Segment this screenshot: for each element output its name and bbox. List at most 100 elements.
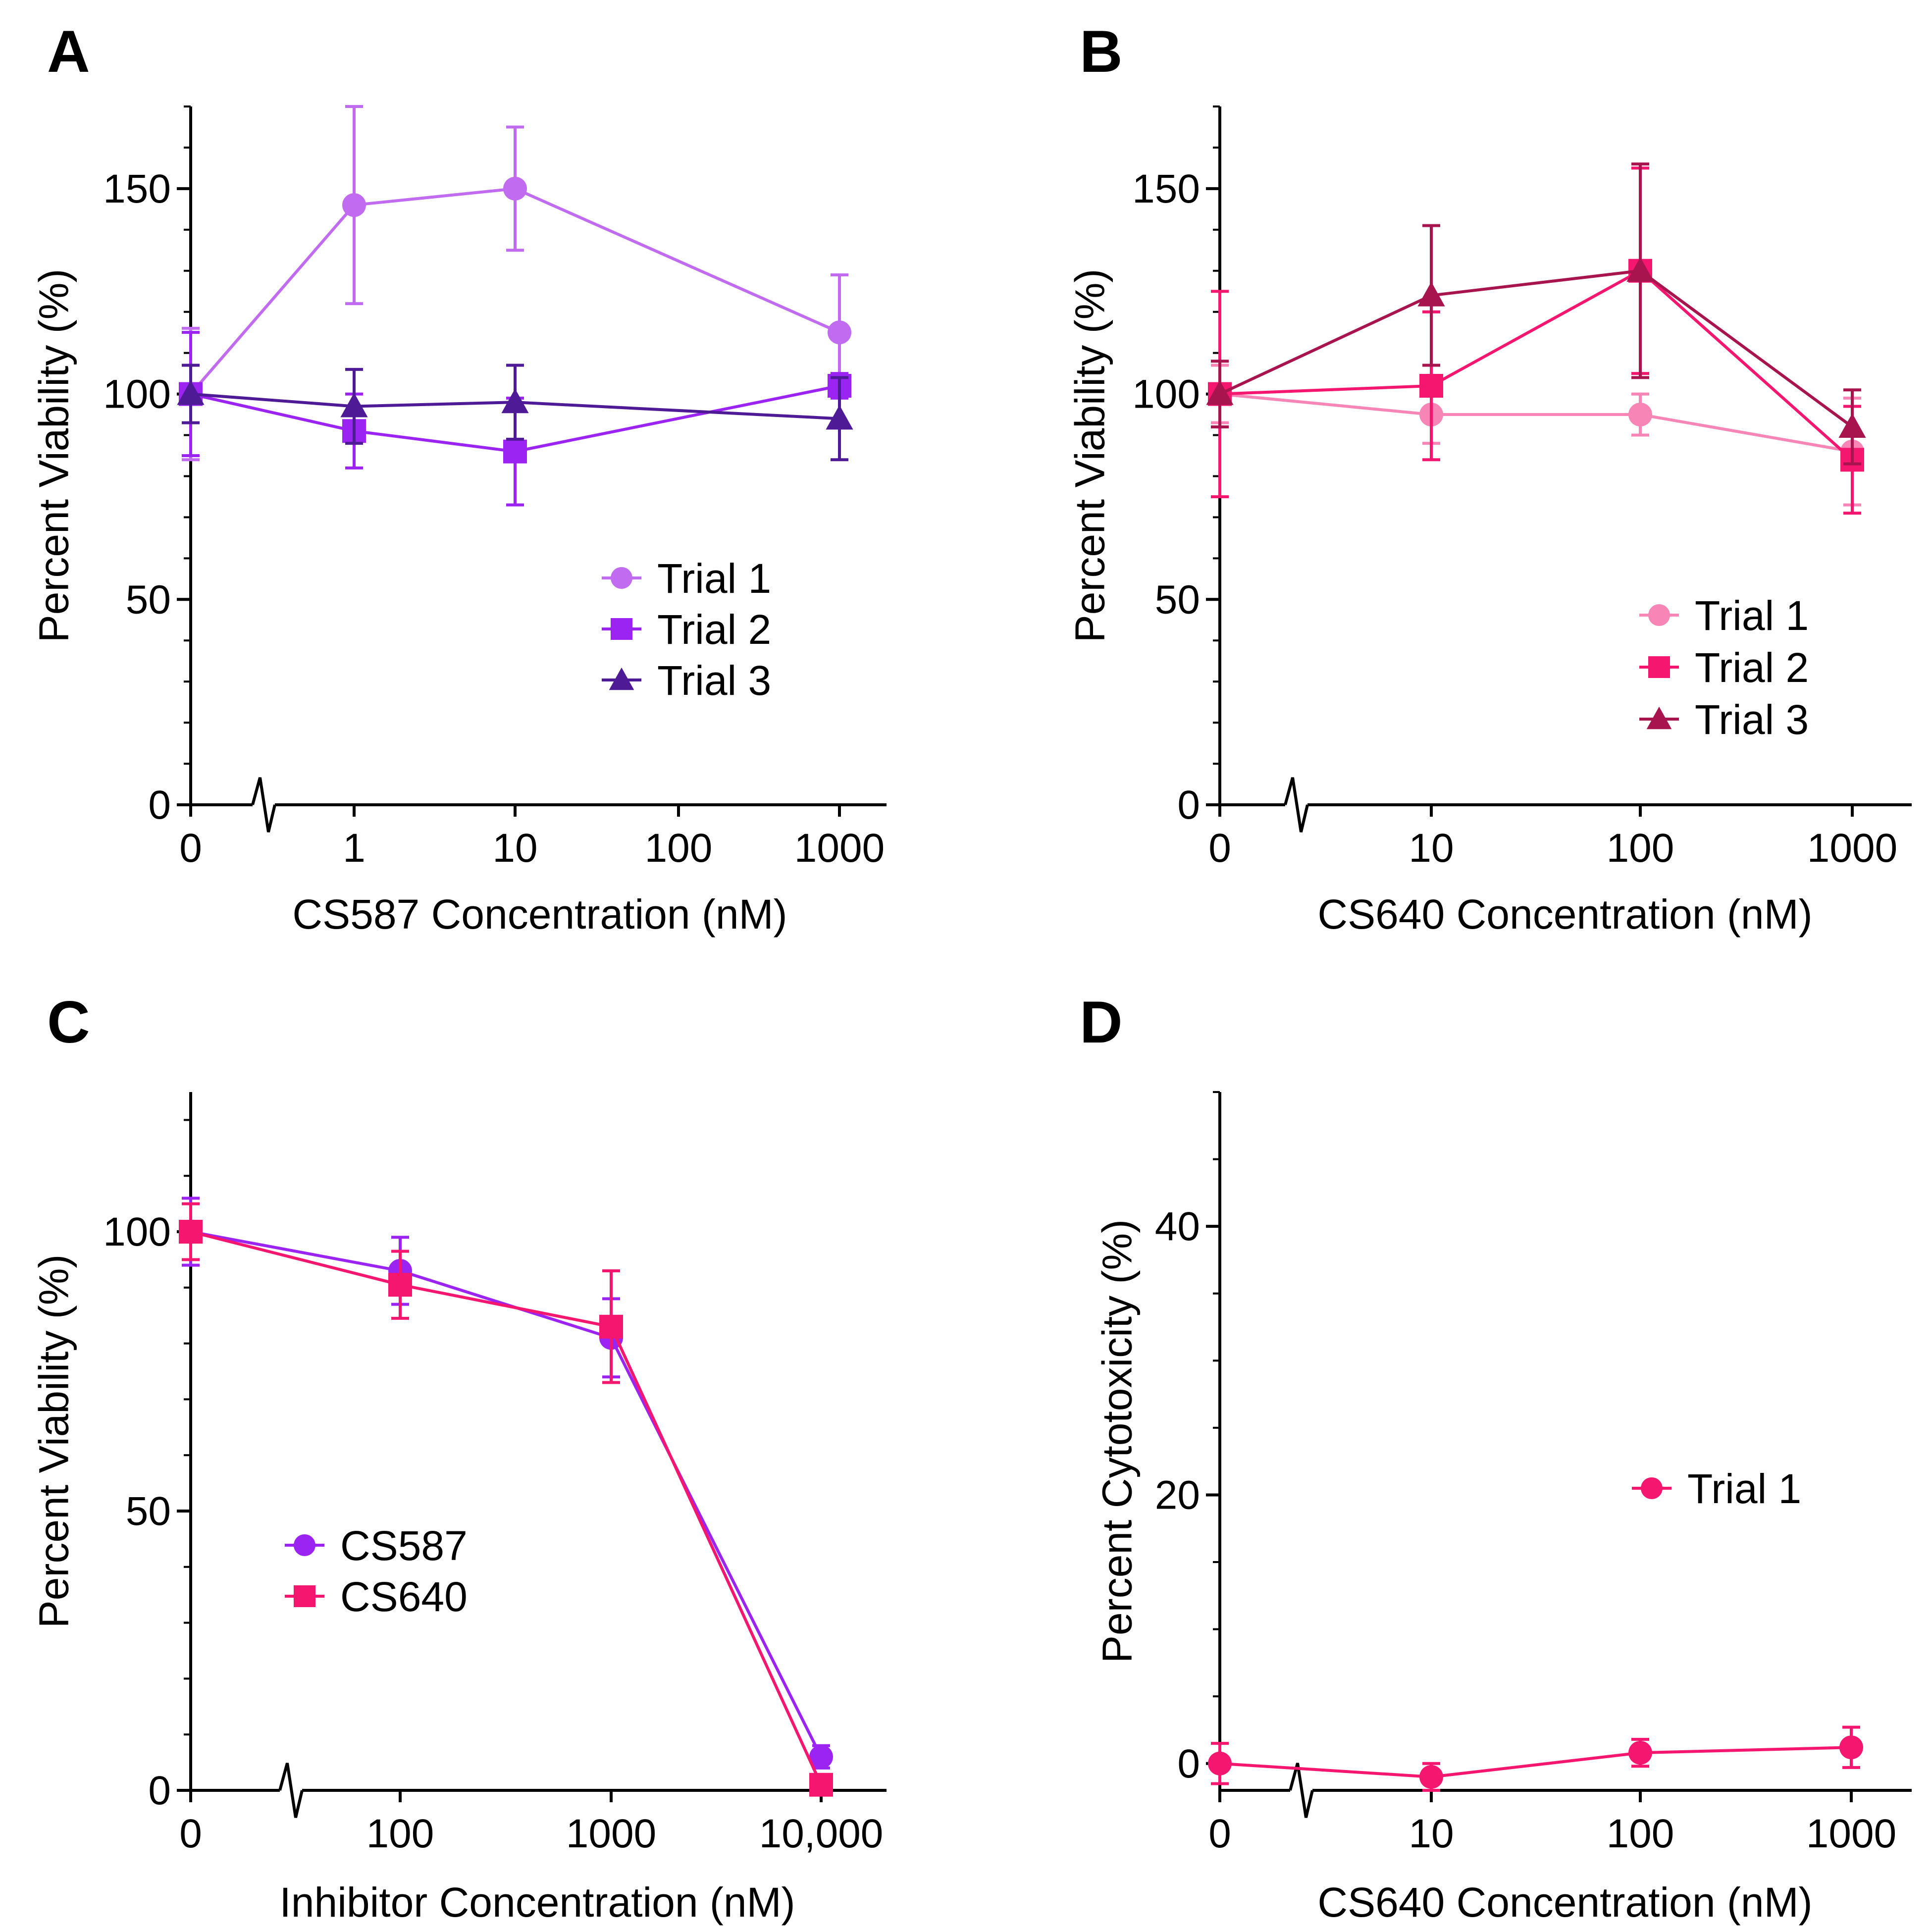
y-tick-label: 0 [1177,783,1200,828]
series-line [1219,392,1853,453]
y-tick-label: 20 [1155,1472,1200,1517]
data-point [1417,281,1445,307]
data-point [503,176,527,201]
legend-marker [609,667,634,690]
x-tick-label: 100 [645,826,713,871]
y-axis-label: Percent Viability (%) [30,269,77,643]
x-tick-label: 1000 [1807,826,1897,871]
series-line [189,187,840,395]
x-axis-label: CS587 Concentration (nM) [292,891,787,938]
x-tick-label: 0 [179,1811,202,1856]
data-point [828,320,851,345]
y-tick-label: 0 [148,783,171,828]
legend-label: Trial 3 [657,657,771,704]
legend-label: Trial 2 [1695,644,1809,691]
data-point [1626,257,1654,282]
y-axis-label: Percent Viability (%) [30,1254,77,1628]
legend-marker [294,1534,315,1556]
y-tick-label: 100 [103,1209,171,1254]
x-tick-label: 0 [1208,1811,1231,1856]
x-axis-label: Inhibitor Concentration (nM) [279,1879,795,1926]
y-tick-label: 150 [1132,166,1200,211]
legend-marker [1648,656,1670,678]
x-tick-label: 1000 [1806,1811,1896,1856]
panel-b: B 0 50 100 150 0 10 100 1000 CS640 Concentration… [1066,18,1912,938]
data-point [388,1273,412,1297]
data-point [1419,1765,1443,1789]
x-tick-label: 1000 [794,826,885,871]
x-axis-break [251,777,276,833]
x-tick-label: 0 [179,826,202,871]
x-axis-label: CS640 Concentration (nM) [1317,1879,1812,1926]
x-axis-break [1289,1763,1314,1818]
data-point [1208,1751,1232,1775]
x-tick-label: 100 [1607,1811,1674,1856]
x-tick-label: 10 [1409,826,1454,871]
data-point [809,1773,833,1797]
x-tick-label: 10 [1409,1811,1454,1856]
legend-label: CS587 [340,1522,468,1569]
y-axis-label: Percent Cytotoxicity (%) [1094,1219,1140,1663]
series-line [190,392,840,420]
y-tick-label: 100 [103,372,171,417]
y-axis-label: Percent Viability (%) [1066,269,1113,643]
data-point [1628,403,1652,427]
legend-marker [1648,604,1670,626]
data-point [599,1314,623,1339]
legend-marker [611,567,632,589]
x-axis-break [1284,777,1309,833]
data-point [1419,374,1443,398]
legend-label: Trial 1 [1687,1465,1801,1512]
legend-marker [294,1585,315,1607]
legend-marker [1641,1477,1663,1499]
legend-label: Trial 1 [657,555,771,602]
y-tick-label: 40 [1155,1204,1200,1249]
data-point [826,405,853,430]
x-tick-label: 100 [1607,826,1674,871]
x-tick-label: 0 [1208,826,1231,871]
series-line [1219,269,1853,428]
x-tick-label: 10,000 [759,1811,884,1856]
series-line [190,384,840,453]
legend-label: Trial 3 [1695,696,1809,743]
y-tick-label: 50 [1155,577,1200,622]
data-point [1206,380,1234,405]
x-tick-label: 100 [366,1811,434,1856]
panel-letter-c: C [47,989,90,1055]
legend-label: CS640 [340,1573,468,1620]
data-point [1628,1741,1652,1765]
legend-marker [1646,706,1672,730]
data-point [1838,413,1866,438]
series-line [1219,1746,1852,1778]
data-point [177,380,205,405]
y-tick-label: 150 [103,166,171,211]
legend-label: Trial 1 [1695,592,1809,639]
data-point [179,1220,203,1244]
series-line [190,1230,823,1785]
panel-letter-a: A [47,18,90,85]
legend-label: Trial 2 [657,606,771,653]
data-point [1839,1735,1863,1760]
legend-marker [611,618,632,640]
y-tick-label: 100 [1132,372,1200,417]
x-axis-break [278,1763,304,1818]
data-point [501,388,529,414]
y-tick-label: 0 [1177,1741,1200,1786]
y-tick-label: 50 [126,1489,171,1534]
panel-letter-d: D [1080,989,1123,1055]
data-point [503,439,527,464]
x-tick-label: 1000 [566,1811,656,1856]
panel-d: D 0 20 40 0 10 100 1000 CS640 Concentration (nM… [1080,989,1912,1926]
data-point [809,1745,833,1769]
series-line [190,1230,823,1758]
x-tick-label: 1 [343,826,366,871]
series-line [1219,269,1853,461]
x-tick-label: 10 [492,826,537,871]
x-axis-label: CS640 Concentration (nM) [1317,891,1812,938]
y-tick-label: 0 [148,1768,171,1813]
data-point [340,392,368,418]
panel-letter-b: B [1080,18,1123,85]
